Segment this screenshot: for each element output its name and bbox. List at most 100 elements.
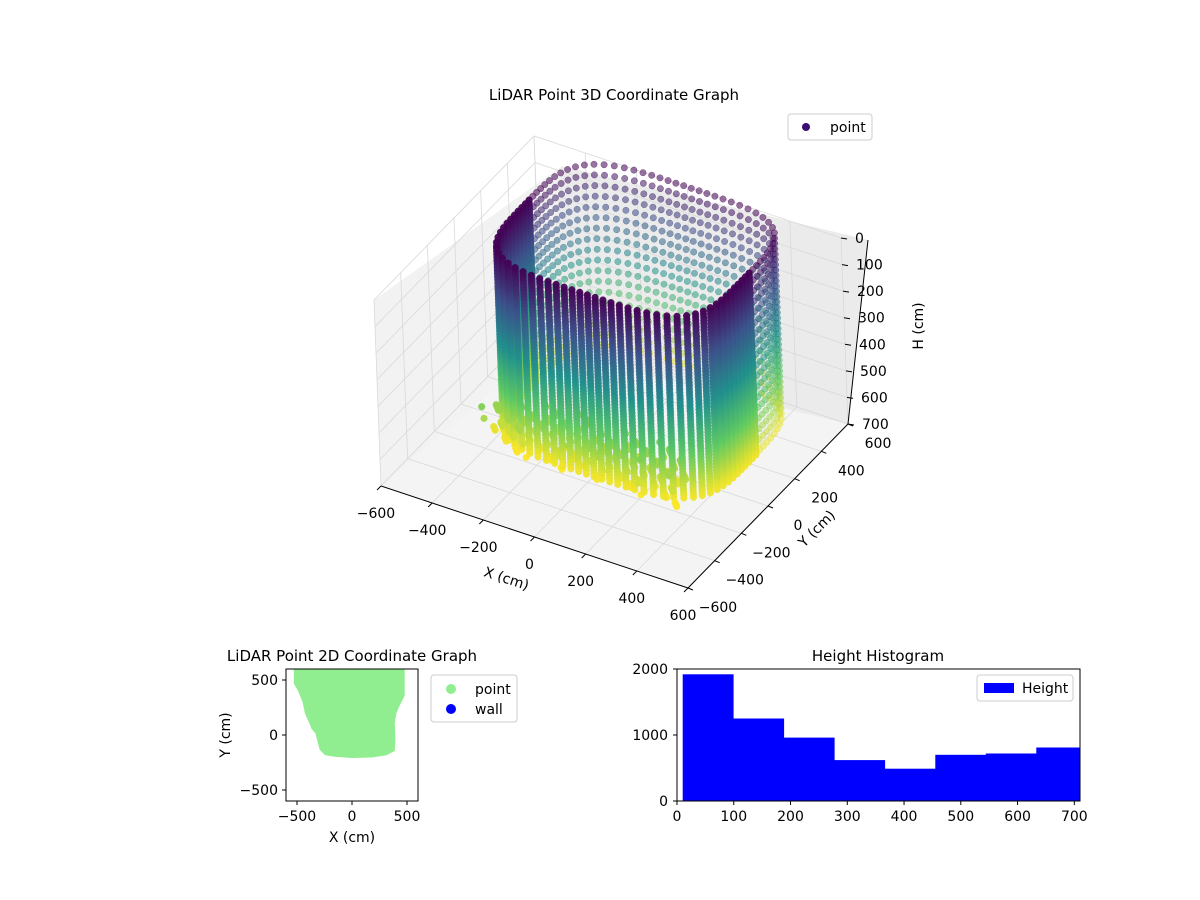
cloud-point (688, 206, 696, 213)
grid-line-h (374, 162, 843, 327)
ticks-2d: −500−500 0 0 500 500 (240, 673, 421, 825)
cloud-point (613, 236, 621, 244)
cloud-point (605, 288, 613, 296)
cloud-point (661, 302, 669, 309)
legend-point-marker (802, 123, 810, 131)
cloud-point (674, 222, 681, 230)
cloud-point (567, 251, 575, 258)
cloud-point (696, 208, 704, 216)
cloud-point (594, 256, 602, 264)
y-tick-label-hist: 0 (659, 794, 668, 810)
cloud-point (632, 209, 639, 217)
cloud-point (544, 255, 552, 263)
x-tick-3d (530, 536, 535, 542)
cloud-point (620, 164, 628, 172)
cloud-point (668, 283, 676, 291)
h-tick-label-3d: 100 (856, 258, 883, 274)
cloud-point (509, 433, 518, 441)
cloud-point (612, 204, 620, 212)
cloud-point (639, 179, 647, 187)
y-tick-label-2d: 0 (269, 728, 278, 744)
cloud-point (631, 486, 639, 494)
cloud-point (698, 251, 705, 259)
cloud-point (640, 190, 648, 198)
cloud-point (576, 269, 583, 277)
cloud-point (613, 226, 621, 234)
cloud-point (754, 252, 761, 259)
cloud-point (549, 272, 557, 280)
cloud-point (673, 211, 681, 219)
cloud-point (651, 267, 659, 275)
y-tick-label-3d: −400 (725, 573, 763, 589)
cloud-point (691, 269, 698, 277)
cloud-point (712, 224, 720, 232)
cloud-point (674, 232, 682, 240)
h-tick-label-3d: 600 (861, 390, 888, 406)
cloud-point (634, 262, 641, 270)
cloud-point (765, 218, 773, 226)
cloud-point (675, 254, 683, 262)
cloud-point (752, 209, 760, 217)
x-tick-label-2d: 0 (348, 809, 357, 825)
cloud-point (593, 235, 601, 243)
cloud-point (681, 203, 688, 211)
cloud-point (753, 230, 761, 238)
cloud-point (516, 426, 524, 434)
y-tick-label-3d: 600 (865, 436, 892, 452)
cloud-point (680, 494, 688, 502)
cloud-point (603, 235, 611, 243)
cloud-point (583, 225, 591, 233)
cloud-point (745, 226, 753, 234)
cloud-point (603, 246, 611, 254)
cloud-point (558, 211, 566, 219)
cloud-point (632, 230, 640, 238)
cloud-point (649, 203, 657, 211)
x-tick-3d (478, 519, 484, 525)
x-tick-label-3d: −600 (357, 506, 395, 522)
cloud-point (696, 219, 704, 227)
cloud-point (591, 182, 599, 190)
cloud-point (721, 238, 729, 245)
cloud-point (581, 172, 589, 180)
legend-2d-wall-label: wall (475, 702, 503, 718)
y-tick-label-3d: 0 (794, 518, 803, 534)
cloud-point (554, 258, 562, 266)
cloud-point (573, 205, 581, 213)
cloud-point (736, 201, 744, 209)
cloud-point (683, 277, 691, 285)
cloud-point (665, 472, 673, 480)
ticks-histogram: 0 100 200 300 400 500 600 700 0 1000 2000 (632, 662, 1087, 825)
cloud-point (688, 195, 696, 203)
h-tick-label-3d: 0 (855, 231, 864, 247)
cloud-point (546, 177, 553, 185)
cloud-point (591, 192, 599, 200)
histogram-bar (733, 718, 785, 801)
cloud-point (557, 180, 565, 187)
cloud-point (719, 482, 727, 490)
cloud-point (684, 299, 692, 307)
cloud-point (659, 492, 668, 501)
cloud-point (727, 198, 735, 206)
cloud-point (648, 182, 656, 190)
cloud-point (680, 192, 688, 200)
cloud-point (673, 502, 681, 511)
cloud-point (631, 187, 639, 195)
cloud-point (730, 262, 738, 270)
y-tick-label-2d: 500 (251, 673, 278, 689)
cloud-point (652, 278, 660, 286)
h-tick-3d (847, 423, 855, 426)
cloud-point (669, 304, 677, 312)
histogram-bar (834, 760, 886, 801)
cloud-point (676, 296, 684, 304)
cloud-point (698, 261, 706, 269)
cloud-point (681, 214, 689, 222)
cloud-point (697, 229, 705, 237)
h-tick-3d (840, 237, 848, 240)
cloud-point (584, 267, 592, 275)
cloud-point (624, 270, 632, 278)
cloud-point (604, 256, 612, 264)
cloud-point (643, 264, 651, 272)
cloud-point (729, 251, 737, 259)
h-tick-3d (845, 370, 853, 373)
cloud-point (630, 166, 638, 174)
